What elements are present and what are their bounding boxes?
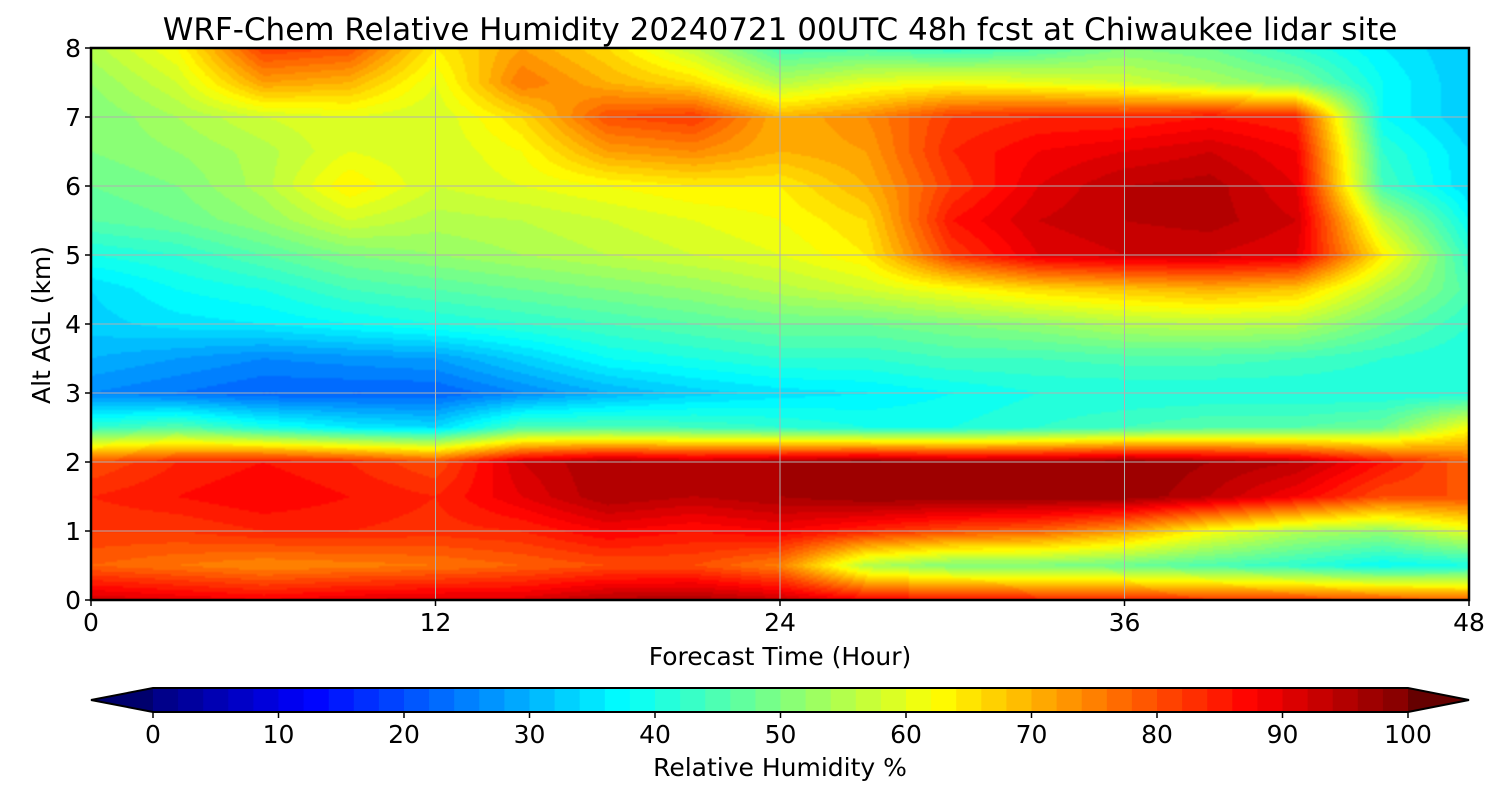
x-tick-label: 24	[764, 608, 796, 637]
colorbar-segment	[153, 688, 179, 712]
colorbar-segment	[1006, 688, 1033, 712]
colorbar-segment	[629, 688, 656, 712]
colorbar-segment	[805, 688, 832, 712]
colorbar-segment	[303, 688, 330, 712]
colorbar-segment	[1332, 688, 1359, 712]
colorbar-segment	[1056, 688, 1083, 712]
chart-title: WRF-Chem Relative Humidity 20240721 00UT…	[163, 12, 1398, 48]
colorbar-segment	[1382, 688, 1409, 712]
colorbar-segment	[1182, 688, 1208, 712]
colorbar-segment	[1131, 688, 1158, 712]
y-axis-ticks: 0 1 2 3 4 5 6 7 8	[65, 34, 91, 615]
colorbar-segment	[1257, 688, 1284, 712]
y-tick-label: 7	[65, 103, 81, 132]
x-axis-label: Forecast Time (Hour)	[649, 642, 912, 671]
colorbar-segment	[906, 688, 932, 712]
colorbar-segment	[1157, 688, 1183, 712]
colorbar-tick-label: 20	[388, 720, 420, 749]
colorbar-tick-label: 70	[1016, 720, 1048, 749]
colorbar-segment	[554, 688, 581, 712]
x-tick-label: 12	[420, 608, 452, 637]
colorbar-segment	[604, 688, 631, 712]
y-axis-label: Alt AGL (km)	[27, 246, 56, 404]
colorbar-tick-label: 90	[1267, 720, 1299, 749]
y-tick-label: 0	[65, 586, 81, 615]
colorbar-segment	[1357, 688, 1384, 712]
colorbar-segment	[278, 688, 305, 712]
colorbar-label: Relative Humidity %	[653, 753, 907, 782]
y-tick-label: 2	[65, 448, 81, 477]
colorbar-segment	[404, 688, 430, 712]
colorbar-ticks: 0 10 20 30 40 50 60 70 80 90 100	[145, 712, 1432, 749]
colorbar-segment	[680, 688, 706, 712]
colorbar-segment	[956, 688, 982, 712]
colorbar	[90, 687, 1470, 713]
colorbar-tick-label: 50	[765, 720, 797, 749]
colorbar-segment	[1307, 688, 1334, 712]
y-tick-label: 8	[65, 34, 81, 63]
y-tick-label: 4	[65, 310, 81, 339]
colorbar-tick-label: 30	[514, 720, 546, 749]
y-tick-label: 5	[65, 241, 81, 270]
colorbar-segment	[981, 688, 1007, 712]
colorbar-segment	[780, 688, 807, 712]
x-axis-ticks: 0 12 24 36 48	[83, 600, 1485, 637]
colorbar-segment	[429, 688, 455, 712]
colorbar-tick-label: 80	[1141, 720, 1173, 749]
colorbar-segment	[730, 688, 756, 712]
colorbar-segment	[378, 688, 405, 712]
colorbar-segment	[1106, 688, 1133, 712]
colorbar-segment	[1232, 688, 1258, 712]
colorbar-tick-label: 40	[639, 720, 671, 749]
colorbar-segment	[755, 688, 782, 712]
colorbar-segment	[479, 688, 505, 712]
colorbar-segment	[830, 688, 857, 712]
colorbar-segment	[880, 688, 907, 712]
colorbar-segment	[353, 688, 380, 712]
colorbar-segment	[328, 688, 355, 712]
x-tick-label: 36	[1109, 608, 1141, 637]
colorbar-segment	[1207, 688, 1233, 712]
y-tick-label: 1	[65, 517, 81, 546]
colorbar-segment	[203, 688, 229, 712]
colorbar-segment	[504, 688, 531, 712]
x-tick-label: 0	[83, 608, 99, 637]
colorbar-tick-label: 100	[1384, 720, 1432, 749]
x-tick-label: 48	[1453, 608, 1485, 637]
y-tick-label: 6	[65, 172, 81, 201]
y-tick-label: 3	[65, 379, 81, 408]
colorbar-segment	[454, 688, 480, 712]
colorbar-extend-high	[1408, 688, 1469, 712]
colorbar-segment	[1081, 688, 1108, 712]
colorbar-segment	[579, 688, 606, 712]
colorbar-segment	[855, 688, 882, 712]
colorbar-tick-label: 60	[890, 720, 922, 749]
colorbar-tick-label: 10	[263, 720, 295, 749]
colorbar-segment	[1282, 688, 1309, 712]
colorbar-tick-label: 0	[145, 720, 161, 749]
colorbar-segment	[178, 688, 204, 712]
colorbar-segment	[253, 688, 280, 712]
colorbar-segment	[655, 688, 681, 712]
colorbar-extend-low	[91, 688, 153, 712]
colorbar-segment	[931, 688, 957, 712]
colorbar-segment	[1031, 688, 1058, 712]
colorbar-segment	[705, 688, 731, 712]
colorbar-segment	[228, 688, 254, 712]
colorbar-segment	[529, 688, 556, 712]
